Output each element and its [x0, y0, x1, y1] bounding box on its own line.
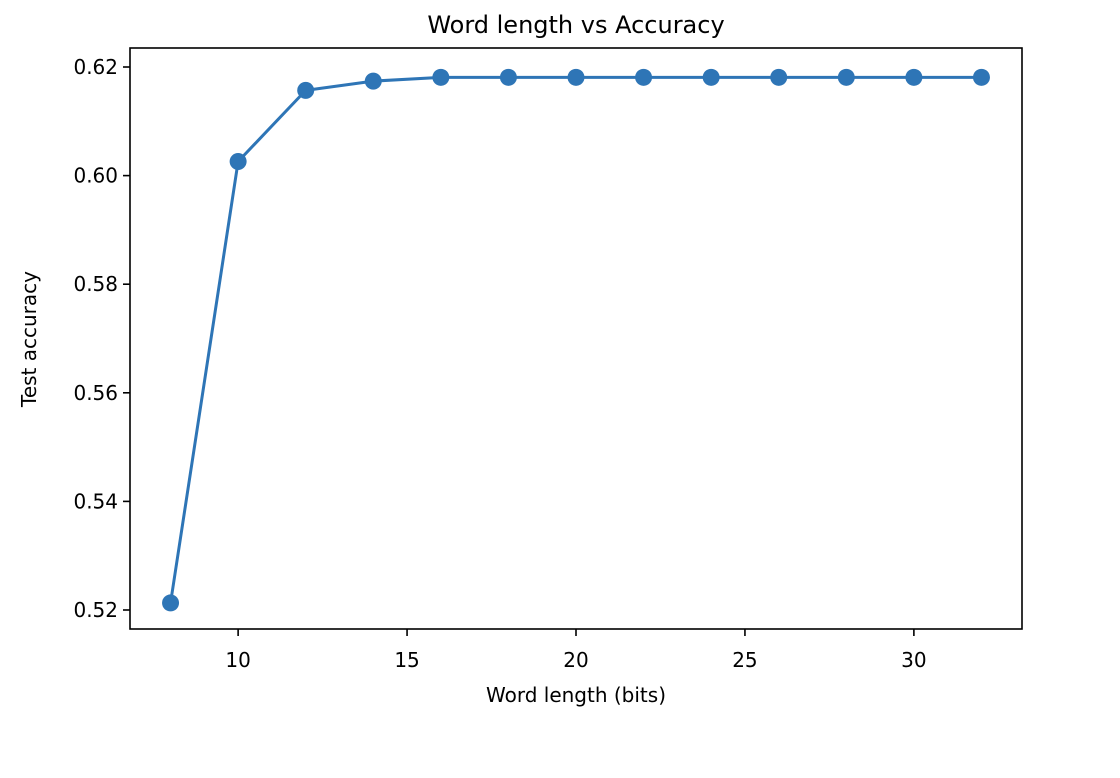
data-point	[364, 72, 382, 90]
data-point	[905, 68, 923, 86]
data-point	[702, 68, 720, 86]
data-point	[770, 68, 788, 86]
data-point	[162, 594, 180, 612]
y-tick-label: 0.54	[73, 489, 118, 513]
data-point	[837, 68, 855, 86]
x-tick-label: 10	[225, 648, 250, 672]
y-tick-label: 0.62	[73, 55, 118, 79]
data-point	[972, 68, 990, 86]
x-axis-label: Word length (bits)	[486, 683, 666, 707]
data-point	[635, 68, 653, 86]
chart-title: Word length vs Accuracy	[427, 11, 724, 39]
data-point	[499, 68, 517, 86]
y-axis-ticks: 0.52 0.54 0.56 0.58 0.60 0.62	[73, 55, 130, 622]
y-axis-label: Test accuracy	[17, 271, 41, 408]
y-tick-label: 0.56	[73, 381, 118, 405]
x-tick-label: 15	[394, 648, 419, 672]
series-layer	[162, 68, 990, 612]
data-point	[567, 68, 585, 86]
data-point	[432, 68, 450, 86]
plot-frame	[129, 47, 1023, 630]
x-tick-label: 25	[732, 648, 757, 672]
series-line	[169, 75, 982, 604]
data-point	[297, 81, 315, 99]
x-tick-label: 30	[901, 648, 926, 672]
x-tick-label: 20	[563, 648, 588, 672]
y-tick-label: 0.52	[73, 598, 118, 622]
y-tick-label: 0.60	[73, 164, 118, 188]
data-point	[229, 152, 247, 170]
y-tick-label: 0.58	[73, 272, 118, 296]
x-axis-ticks: 10 15 20 25 30	[225, 629, 927, 672]
